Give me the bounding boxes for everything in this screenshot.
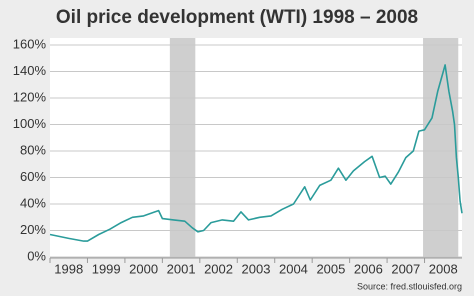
x-tick-label: 1998 — [54, 261, 83, 276]
y-tick-label: 0% — [27, 248, 46, 263]
y-tick-label: 20% — [20, 222, 46, 237]
x-tick-label: 2008 — [429, 261, 458, 276]
x-tick-label: 2007 — [391, 261, 420, 276]
x-tick-label: 2001 — [167, 261, 196, 276]
y-tick-label: 160% — [13, 36, 47, 51]
recession-band — [423, 38, 459, 258]
source: Source: fred.stlouisfed.org — [357, 281, 462, 291]
plot-area — [50, 38, 462, 258]
x-tick-label: 2006 — [354, 261, 383, 276]
y-tick-label: 80% — [20, 142, 46, 157]
x-tick-label: 2004 — [279, 261, 308, 276]
x-tick-label: 2003 — [242, 261, 271, 276]
chart-title: Oil price development (WTI) 1998 – 2008 — [56, 7, 418, 28]
y-tick-label: 40% — [20, 195, 46, 210]
data-line — [49, 64, 463, 242]
y-tick-label: 120% — [13, 89, 47, 104]
y-tick-label: 140% — [13, 63, 47, 78]
x-tick-label: 2002 — [204, 261, 233, 276]
y-tick-label: 100% — [13, 116, 47, 131]
x-tick-label: 2000 — [129, 261, 158, 276]
y-tick-label: 60% — [20, 169, 46, 184]
x-tick-label: 2005 — [316, 261, 345, 276]
x-tick-label: 1999 — [92, 261, 121, 276]
